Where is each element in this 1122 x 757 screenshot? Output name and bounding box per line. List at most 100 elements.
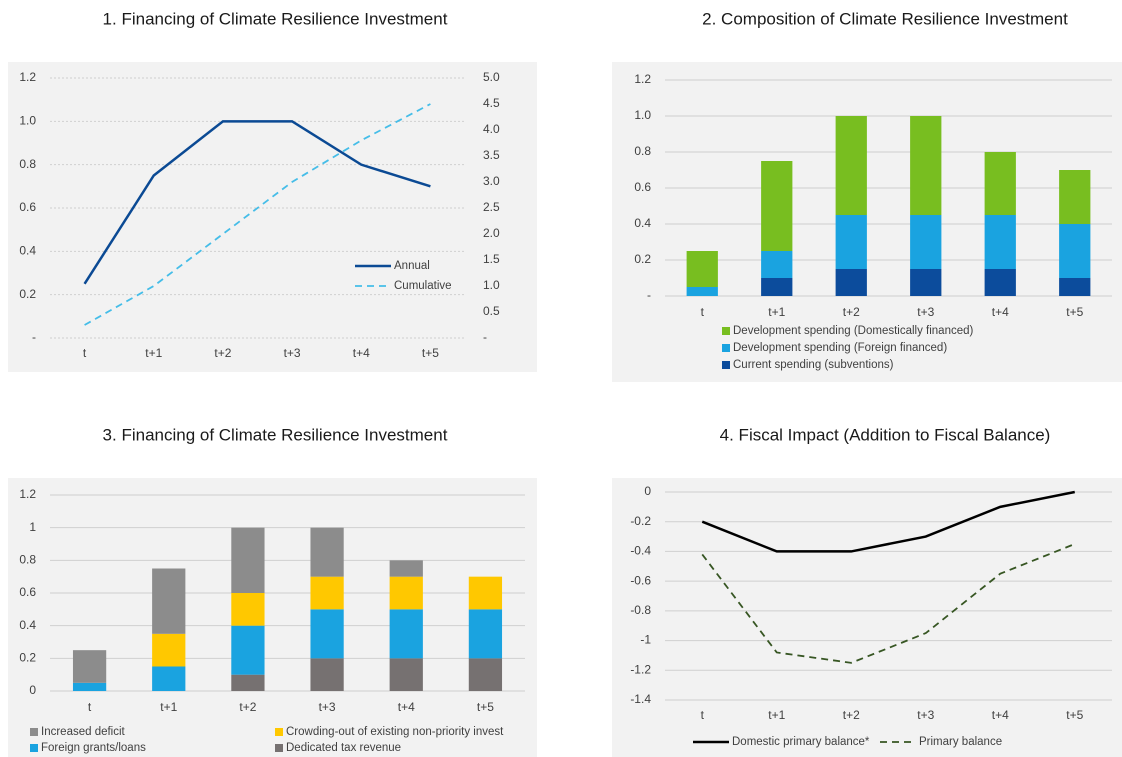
x-tick-label: t+2 (843, 305, 860, 319)
legend-swatch (275, 744, 283, 752)
y-tick-label: 0.4 (19, 618, 36, 632)
y2-tick-label: 3.5 (483, 148, 500, 162)
bar-segment (761, 161, 793, 251)
y-tick-label: 0.4 (19, 244, 36, 258)
bar-segment (389, 658, 423, 691)
bar-segment (231, 625, 265, 675)
legend-label: Primary balance (919, 736, 1002, 748)
y-tick-label: 1.2 (19, 70, 36, 84)
x-tick-label: t+5 (1066, 305, 1083, 319)
x-tick-label: t+2 (239, 700, 256, 714)
x-tick-label: t+2 (843, 708, 860, 722)
bar-segment (231, 674, 265, 691)
legend-swatch (722, 361, 730, 369)
bar-segment (761, 278, 793, 296)
bar-segment (468, 658, 503, 691)
x-tick-label: t (88, 700, 92, 714)
x-tick-label: t+5 (477, 700, 494, 714)
legend-label: Crowding-out of existing non-priority in… (286, 726, 504, 738)
bar-segment (1059, 278, 1091, 296)
chart-title: 4. Fiscal Impact (Addition to Fiscal Bal… (720, 425, 1051, 444)
bar-segment (1059, 170, 1091, 224)
y-tick-label: 0.6 (634, 180, 651, 194)
legend-label: Development spending (Domestically finan… (733, 325, 974, 337)
bar-segment (310, 527, 344, 577)
bar-segment (310, 658, 344, 691)
line-series (84, 103, 431, 326)
x-tick-label: t+4 (992, 708, 1009, 722)
bar-segment (910, 269, 942, 296)
bar-segment (835, 116, 867, 215)
x-tick-label: t+2 (214, 346, 231, 360)
y-tick-label: 0.2 (19, 287, 36, 301)
y2-tick-label: 4.5 (483, 96, 500, 110)
y-tick-label: 1.0 (634, 108, 651, 122)
bar-segment (984, 269, 1016, 296)
y-tick-label: -0.2 (630, 514, 651, 528)
y-tick-label: 0.4 (634, 216, 651, 230)
y-tick-label: 0 (29, 683, 36, 697)
y-tick-label: 1 (29, 520, 36, 534)
legend-label: Dedicated tax revenue (286, 742, 401, 754)
panel-background (612, 478, 1122, 757)
bar-segment (835, 215, 867, 269)
legend-swatch (722, 327, 730, 335)
bar-segment (835, 269, 867, 296)
bar-segment (910, 116, 942, 215)
y-tick-label: - (647, 288, 651, 302)
bar-segment (1059, 224, 1091, 278)
y2-tick-label: 1.5 (483, 252, 500, 266)
legend-swatch (722, 344, 730, 352)
bar-segment (389, 576, 423, 610)
y-tick-label: -0.6 (630, 573, 651, 587)
y-tick-label: 0.2 (634, 252, 651, 266)
bar-segment (310, 609, 344, 659)
y2-tick-label: 5.0 (483, 70, 500, 84)
y2-tick-label: 2.5 (483, 200, 500, 214)
y-tick-label: -1.2 (630, 662, 651, 676)
bar-segment (389, 560, 423, 577)
x-tick-label: t+5 (1066, 708, 1083, 722)
bar-segment (231, 593, 265, 626)
bar-segment (984, 152, 1016, 215)
bar-segment (468, 609, 503, 659)
x-tick-label: t (701, 305, 705, 319)
bar-segment (686, 251, 718, 287)
x-tick-label: t+4 (353, 346, 370, 360)
y-tick-label: 0.8 (634, 144, 651, 158)
bar-segment (389, 609, 423, 659)
line-series (83, 120, 431, 285)
y-tick-label: -1 (640, 633, 651, 647)
y-tick-label: -0.4 (630, 544, 651, 558)
y-tick-label: 0.8 (19, 553, 36, 567)
x-tick-label: t+1 (768, 708, 785, 722)
x-tick-label: t+1 (768, 305, 785, 319)
y-tick-label: 1.2 (634, 72, 651, 86)
bar-segment (910, 215, 942, 269)
y-tick-label: 0.6 (19, 200, 36, 214)
y2-tick-label: 3.0 (483, 174, 500, 188)
bar-segment (72, 650, 107, 683)
bar-segment (152, 568, 186, 634)
x-tick-label: t+5 (422, 346, 439, 360)
chart-title: 2. Composition of Climate Resilience Inv… (702, 9, 1068, 28)
bar-segment (984, 215, 1016, 269)
bar-segment (152, 633, 186, 667)
y-tick-label: -1.4 (630, 692, 651, 706)
chart-title: 1. Financing of Climate Resilience Inves… (103, 9, 448, 28)
x-tick-label: t (701, 708, 705, 722)
x-tick-label: t+1 (145, 346, 162, 360)
x-tick-label: t+3 (284, 346, 301, 360)
legend-label: Annual (394, 260, 430, 272)
legend-swatch (30, 744, 38, 752)
legend-label: Cumulative (394, 280, 452, 292)
y2-tick-label: 4.0 (483, 122, 500, 136)
bar-segment (152, 666, 186, 691)
x-tick-label: t+4 (398, 700, 415, 714)
y-tick-label: -0.8 (630, 603, 651, 617)
x-tick-label: t+3 (319, 700, 336, 714)
legend-label: Domestic primary balance* (732, 736, 870, 748)
x-tick-label: t+3 (917, 708, 934, 722)
legend-label: Foreign grants/loans (41, 742, 146, 754)
